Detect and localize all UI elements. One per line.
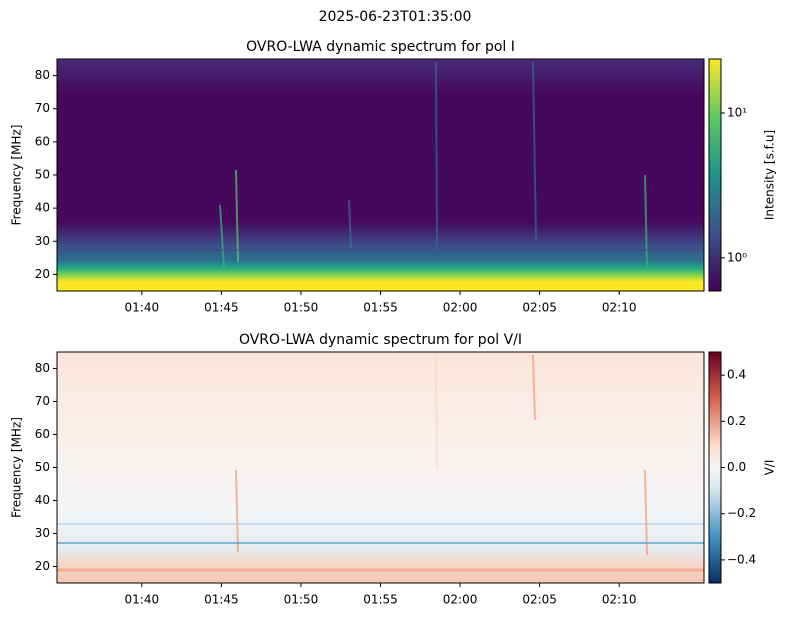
- y-tick-label: 60: [35, 134, 50, 148]
- burst-features: [57, 354, 704, 572]
- y-tick-label: 40: [35, 493, 50, 507]
- y-tick-label: 30: [35, 526, 50, 540]
- colorbar: [709, 59, 721, 291]
- axis-title: OVRO-LWA dynamic spectrum for pol V/I: [239, 332, 522, 348]
- x-tick-label: 01:45: [204, 301, 239, 315]
- y-tick-label: 80: [35, 68, 50, 82]
- x-tick-label: 02:05: [522, 593, 557, 607]
- colorbar-label: Intensity [s.f.u]: [763, 130, 777, 220]
- x-tick-label: 01:40: [125, 301, 160, 315]
- x-tick-label: 01:45: [204, 593, 239, 607]
- y-tick-label: 70: [35, 101, 50, 115]
- colorbar-tick-label: 0.2: [727, 414, 746, 428]
- axis-title: OVRO-LWA dynamic spectrum for pol I: [246, 39, 515, 55]
- burst-features: [57, 61, 704, 269]
- colorbar-tick-label: 0.4: [727, 368, 746, 382]
- x-tick-label: 02:00: [443, 593, 478, 607]
- x-tick-label: 02:05: [522, 301, 557, 315]
- y-tick-label: 20: [35, 267, 50, 281]
- colorbar-tick-label: 10¹: [727, 106, 747, 120]
- y-tick-label: 20: [35, 559, 50, 573]
- suptitle: 2025-06-23T01:35:00: [319, 9, 472, 25]
- colorbar-tick-label: 0.0: [727, 460, 746, 474]
- colorbar: [709, 352, 721, 583]
- colorbar-tick-label: 10⁰: [727, 250, 747, 264]
- y-axis-label: Frequency [MHz]: [10, 417, 24, 518]
- y-tick-label: 50: [35, 168, 50, 182]
- y-tick-label: 30: [35, 234, 50, 248]
- colorbar-tick-label: −0.4: [727, 552, 756, 566]
- x-tick-label: 01:55: [363, 301, 398, 315]
- colorbar-tick-label: −0.2: [727, 506, 756, 520]
- y-tick-label: 40: [35, 201, 50, 215]
- colorbar-frame: [708, 58, 722, 292]
- y-tick-label: 70: [35, 394, 50, 408]
- x-tick-label: 01:50: [284, 593, 319, 607]
- x-tick-label: 02:00: [443, 301, 478, 315]
- x-tick-label: 01:40: [125, 593, 160, 607]
- x-tick-label: 01:55: [363, 593, 398, 607]
- heatmap-image: [57, 59, 704, 291]
- heatmap-image: [57, 352, 704, 583]
- x-tick-label: 02:10: [602, 593, 637, 607]
- x-tick-label: 02:10: [602, 301, 637, 315]
- y-tick-label: 80: [35, 361, 50, 375]
- x-tick-label: 01:50: [284, 301, 319, 315]
- colorbar-label: V/I: [763, 460, 777, 476]
- y-axis-label: Frequency [MHz]: [10, 125, 24, 226]
- y-tick-label: 50: [35, 460, 50, 474]
- y-tick-label: 60: [35, 427, 50, 441]
